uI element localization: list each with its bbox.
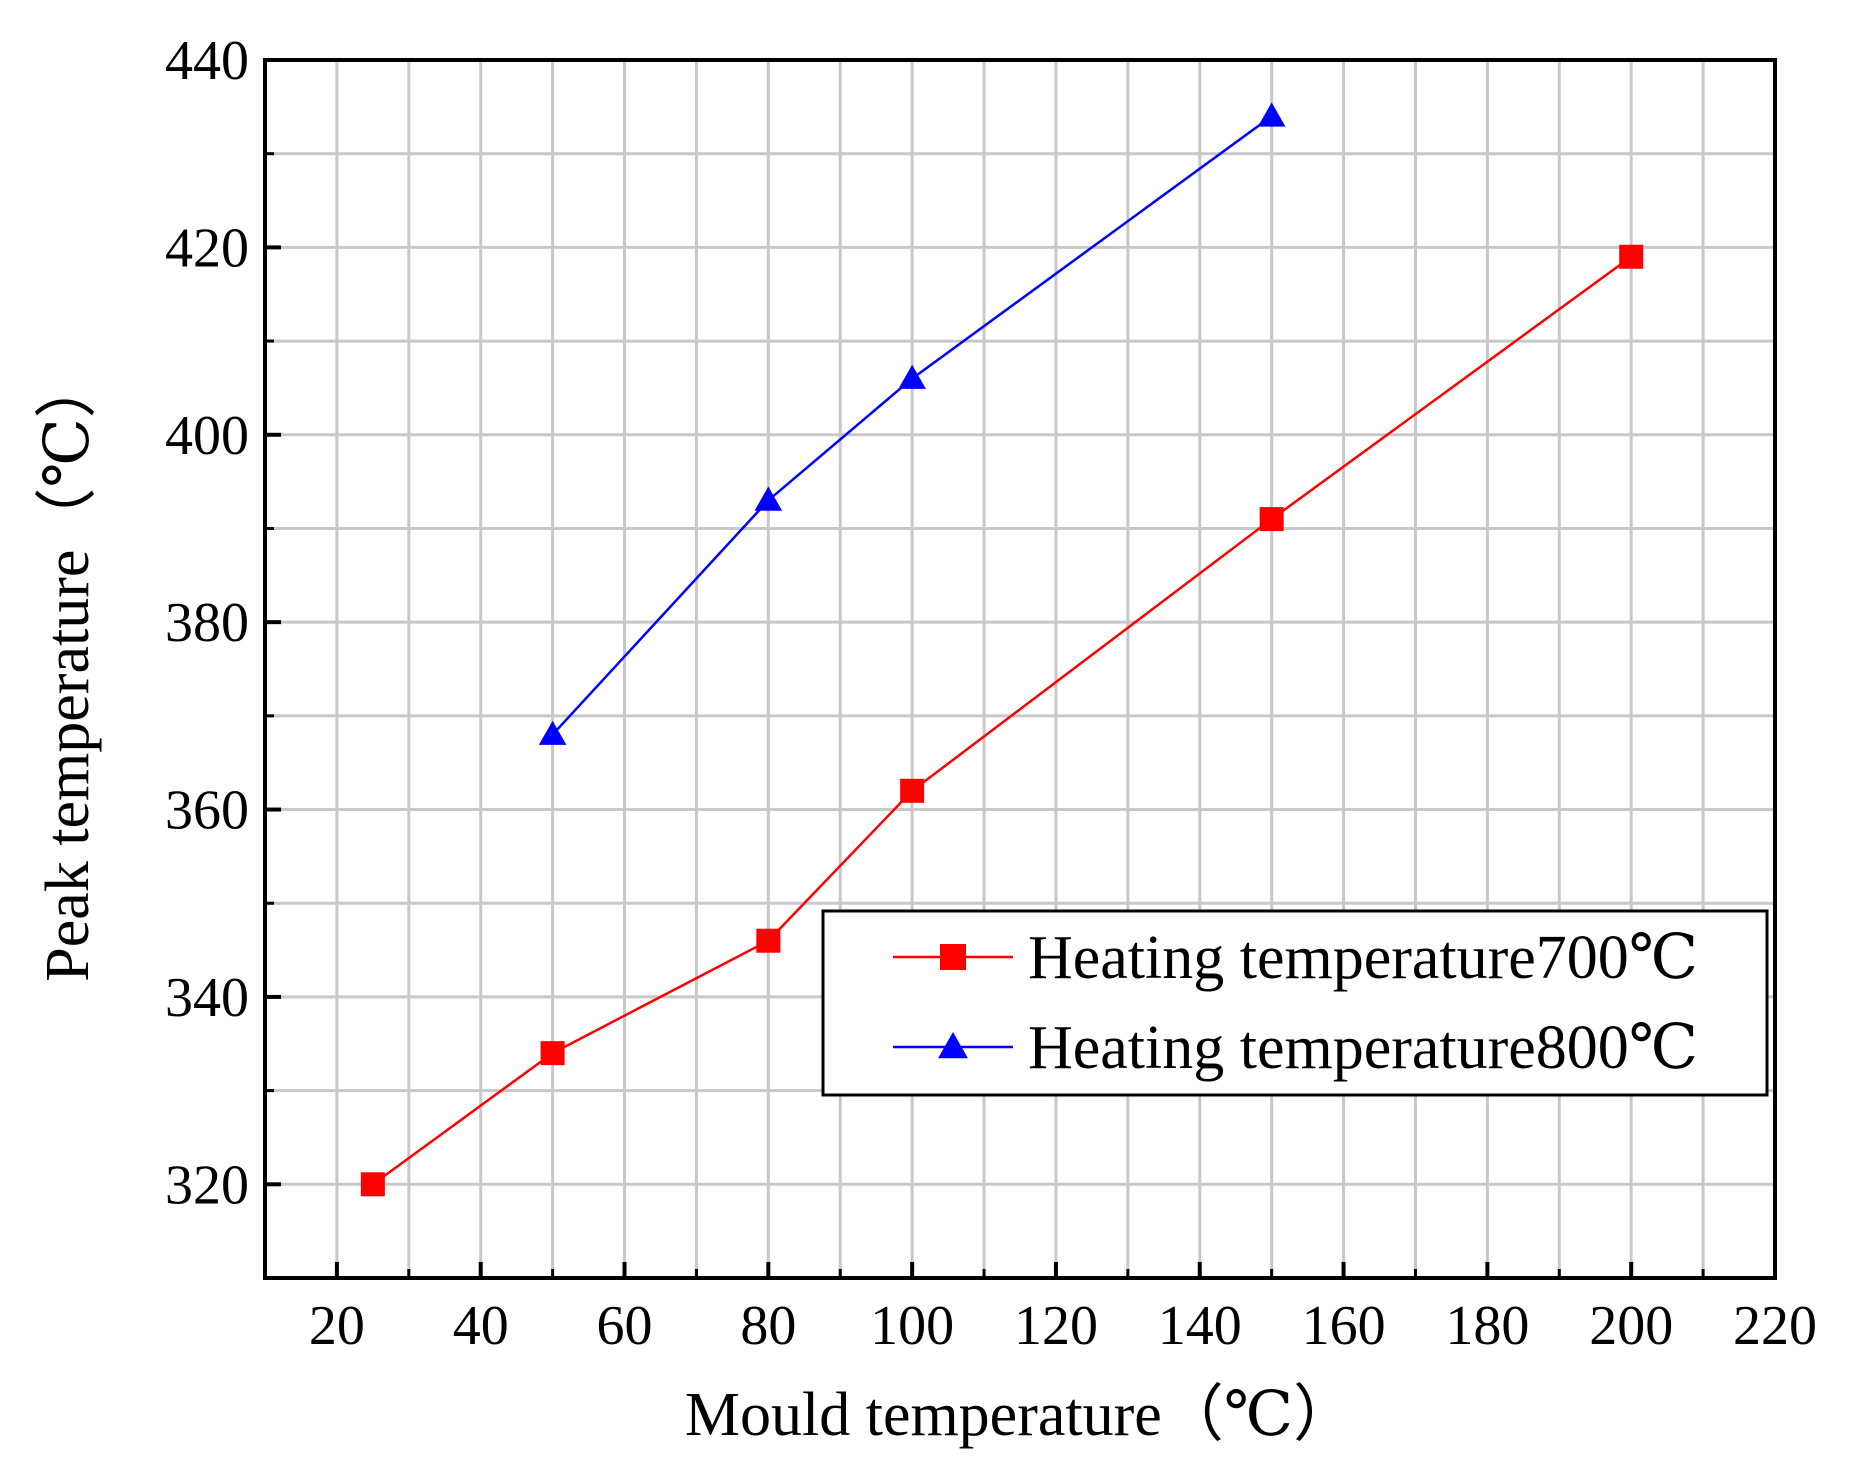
x-tick-label: 120 bbox=[1014, 1295, 1098, 1357]
data-point-square bbox=[756, 928, 781, 953]
series-2 bbox=[538, 102, 1286, 745]
data-point-triangle bbox=[938, 1032, 968, 1059]
legend-entries: Heating temperature700℃ Heating temperatu… bbox=[893, 924, 1698, 1082]
x-tick-label: 40 bbox=[453, 1295, 509, 1357]
x-axis-tick-labels: 20 40 60 80 100 120 140 160 180 200 220 bbox=[309, 1295, 1817, 1357]
x-tick-label: 100 bbox=[870, 1295, 954, 1357]
data-point-square bbox=[1619, 244, 1644, 269]
series-1 bbox=[360, 244, 1644, 1197]
data-point-square bbox=[1259, 507, 1284, 532]
plot-frame bbox=[263, 58, 1777, 1280]
y-tick-label: 440 bbox=[165, 30, 249, 92]
legend-label: Heating temperature700℃ bbox=[1028, 924, 1698, 992]
data-point-square bbox=[900, 778, 925, 803]
x-axis-title: Mould temperature（℃） bbox=[685, 1381, 1355, 1449]
data-point-square bbox=[540, 1041, 565, 1066]
y-tick-label: 380 bbox=[165, 592, 249, 654]
data-point-triangle bbox=[1257, 102, 1286, 127]
legend-label: Heating temperature800℃ bbox=[1028, 1014, 1698, 1082]
data-point-triangle bbox=[538, 720, 567, 745]
data-point-square bbox=[940, 944, 966, 970]
series-line bbox=[372, 255, 1632, 1186]
x-tick-label: 200 bbox=[1589, 1295, 1673, 1357]
legend-entry: Heating temperature800℃ bbox=[893, 1014, 1698, 1082]
legend: Heating temperature700℃ Heating temperatu… bbox=[821, 909, 1769, 1097]
y-axis-tick-labels: 320 340 360 380 400 420 440 bbox=[165, 30, 249, 1216]
y-tick-label: 400 bbox=[165, 405, 249, 467]
data-point-triangle bbox=[754, 486, 783, 511]
data-series bbox=[360, 102, 1644, 1197]
y-tick-label: 320 bbox=[165, 1154, 249, 1216]
axis-ticks bbox=[265, 58, 1777, 1278]
x-tick-label: 80 bbox=[740, 1295, 796, 1357]
x-tick-label: 160 bbox=[1302, 1295, 1386, 1357]
x-tick-label: 180 bbox=[1445, 1295, 1529, 1357]
y-tick-label: 420 bbox=[165, 217, 249, 279]
x-tick-label: 20 bbox=[309, 1295, 365, 1357]
legend-box bbox=[821, 909, 1769, 1097]
legend-entry: Heating temperature700℃ bbox=[893, 924, 1698, 992]
x-tick-label: 140 bbox=[1158, 1295, 1242, 1357]
series-line bbox=[551, 115, 1273, 736]
x-tick-label: 60 bbox=[597, 1295, 653, 1357]
x-tick-label: 220 bbox=[1733, 1295, 1817, 1357]
y-tick-label: 340 bbox=[165, 967, 249, 1029]
data-point-triangle bbox=[898, 364, 926, 389]
data-point-square bbox=[360, 1172, 385, 1197]
y-tick-label: 360 bbox=[165, 780, 249, 842]
y-axis-title: Peak temperature（℃） bbox=[34, 356, 102, 981]
